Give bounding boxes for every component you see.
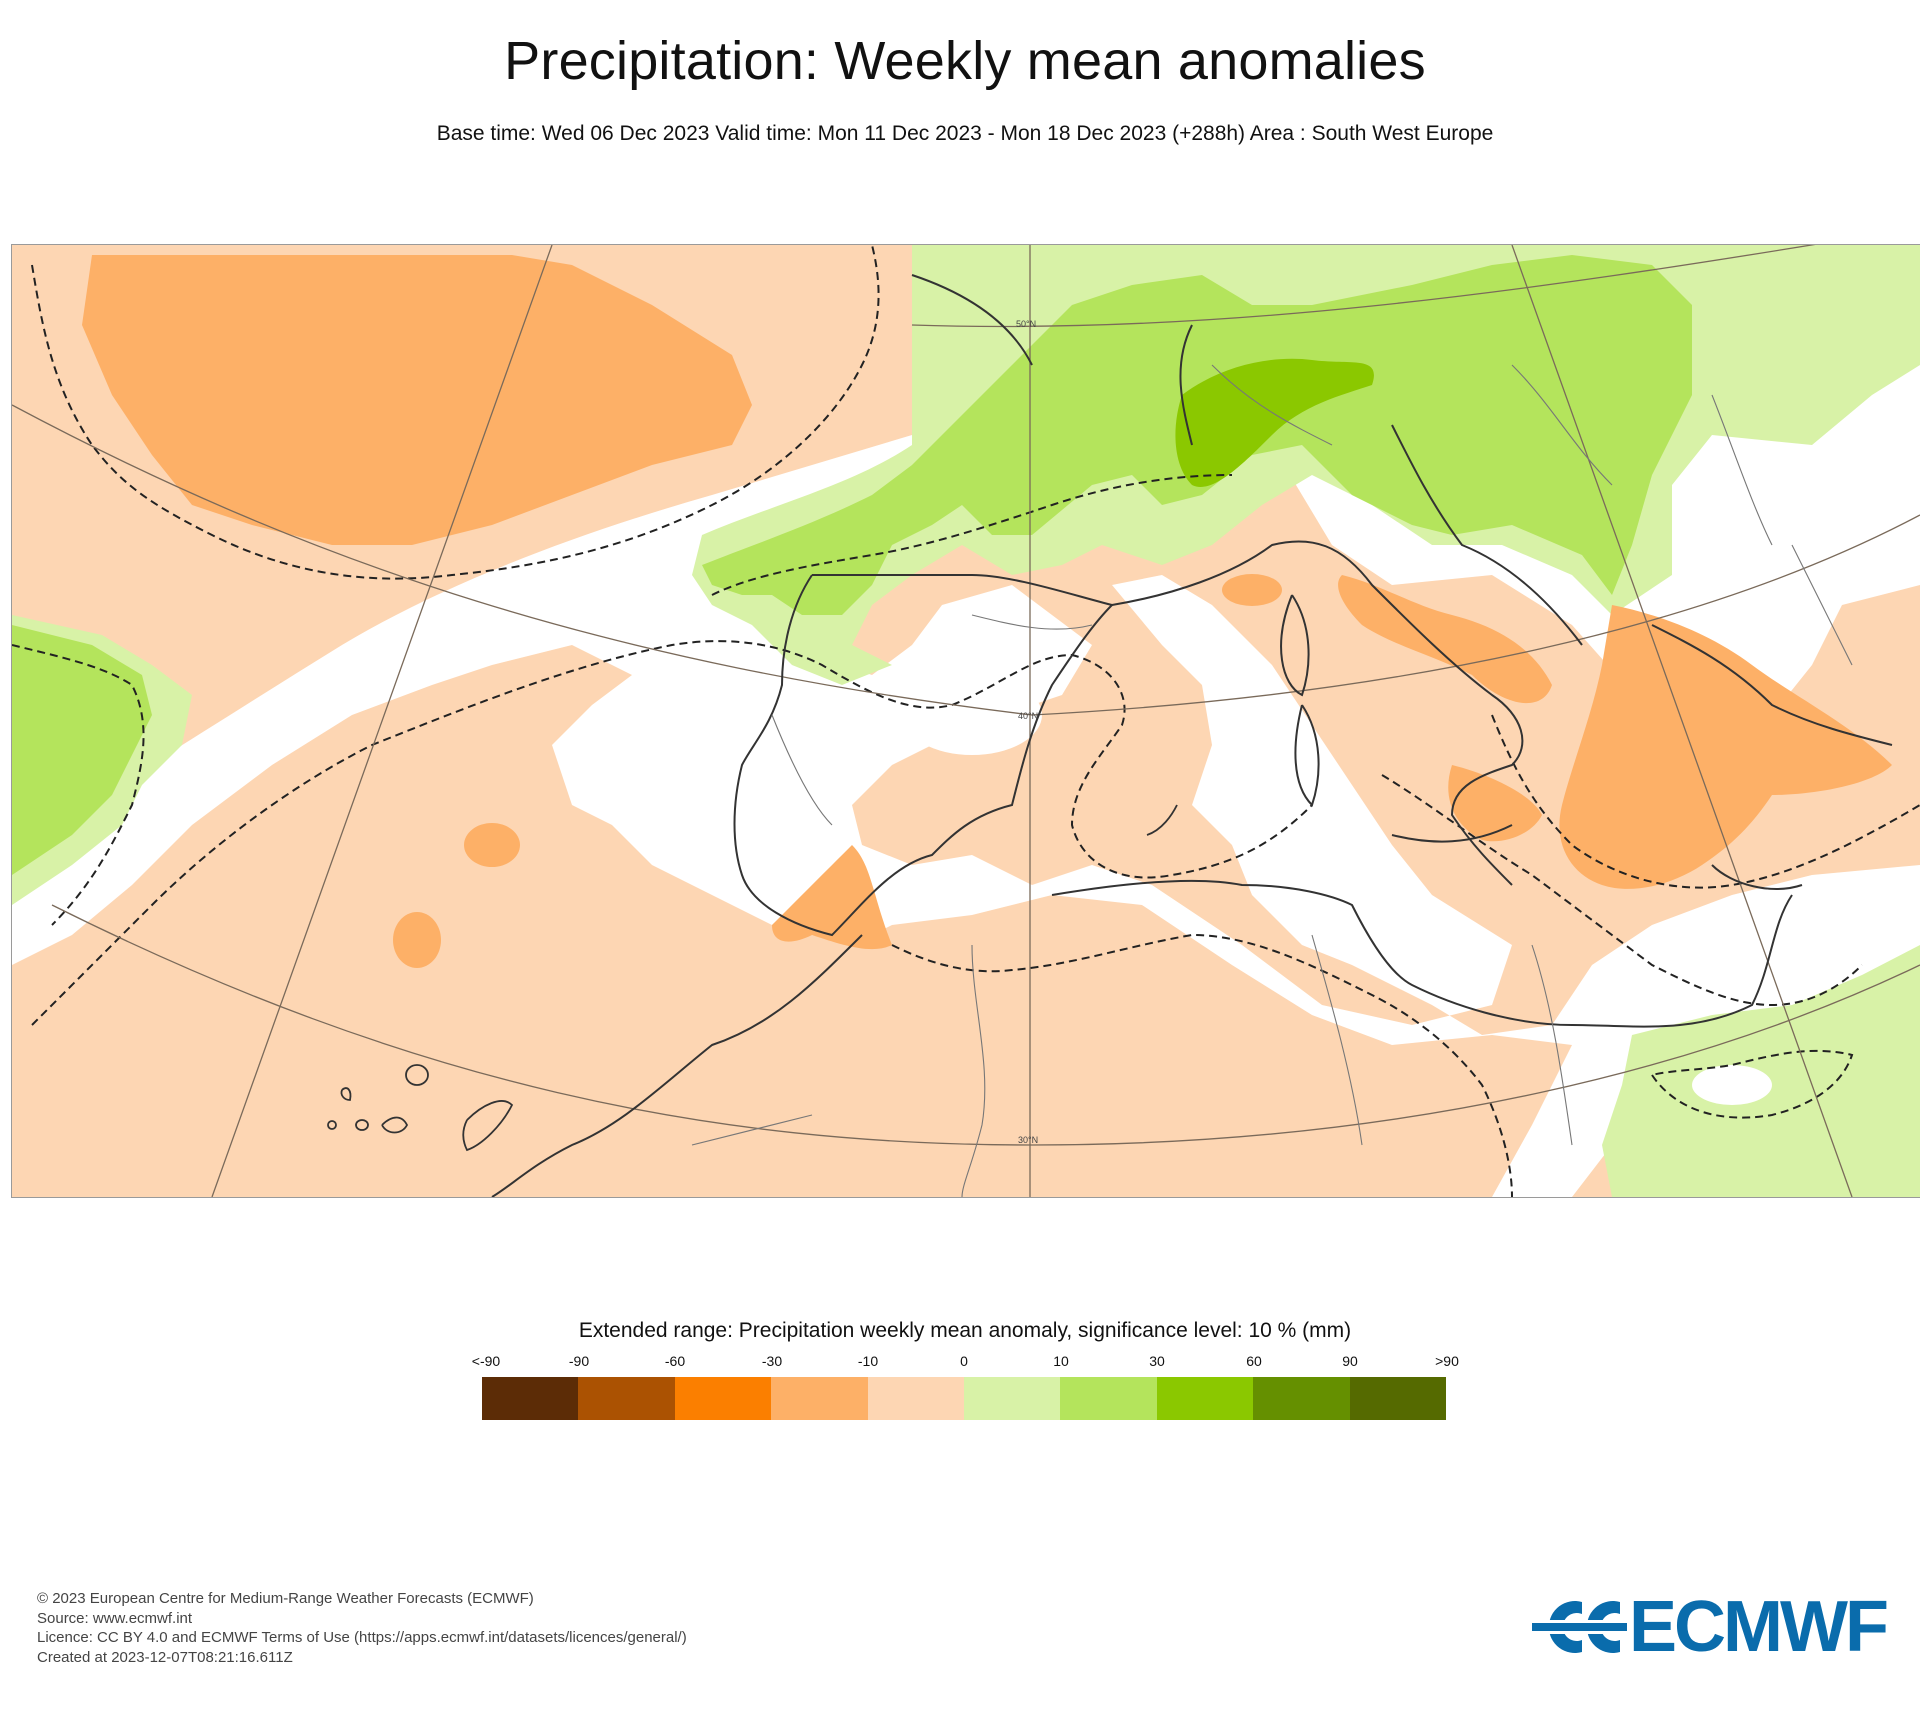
ecmwf-logo-icon	[1532, 1601, 1627, 1653]
grid-label-30n: 30°N	[1018, 1135, 1038, 1145]
legend-swatch	[771, 1377, 868, 1420]
legend-label: -60	[664, 1353, 686, 1369]
anomaly-field-medium-positive-atlantic	[12, 625, 152, 875]
legend-swatch	[674, 1377, 772, 1420]
anomaly-field-medium-negative-gibraltar	[772, 845, 892, 950]
map: 50°N 40°N 30°N	[11, 244, 1920, 1198]
legend-swatch	[578, 1377, 675, 1420]
legend-label: 30	[1149, 1353, 1165, 1369]
legend-labels: <-90 -90 -60 -30 -10 0 10 30 60 90 >90	[446, 1353, 1488, 1373]
legend-label: -10	[857, 1353, 879, 1369]
legend-label: -90	[568, 1353, 590, 1369]
grid-label-40n: 40°N	[1018, 711, 1038, 721]
anomaly-field-strong-positive-alps	[1175, 358, 1374, 487]
anomaly-field-medium-negative-tyrrhenian	[1338, 575, 1552, 704]
anomaly-field-medium-negative-ionian	[1559, 605, 1892, 889]
anomaly-field-medium-negative-madeira	[464, 823, 520, 867]
legend-swatch	[482, 1377, 579, 1420]
anomaly-field-neutral-balearic	[902, 675, 1042, 755]
anomaly-field-medium-negative-northatlantic	[82, 255, 752, 545]
page-title: Precipitation: Weekly mean anomalies	[504, 31, 1426, 91]
islands	[327, 804, 1178, 1152]
legend-swatch	[867, 1377, 965, 1420]
grid-label-50n: 50°N	[1016, 319, 1036, 329]
page-subtitle: Base time: Wed 06 Dec 2023 Valid time: M…	[436, 122, 1494, 145]
borders	[691, 364, 1853, 1197]
legend-swatch	[1060, 1377, 1157, 1420]
footer-source: Source: www.ecmwf.int	[37, 1609, 193, 1627]
legend-label: -30	[761, 1353, 783, 1369]
map-canvas: 50°N 40°N 30°N	[12, 245, 1920, 1197]
legend-label: 90	[1342, 1353, 1358, 1369]
legend-label: 60	[1246, 1353, 1262, 1369]
footer-copyright: © 2023 European Centre for Medium-Range …	[37, 1590, 534, 1607]
legend-swatch	[1349, 1377, 1447, 1420]
anomaly-field-medium-negative-canary	[393, 912, 441, 968]
legend-label: 0	[960, 1353, 968, 1369]
ecmwf-logo: ECMWF	[1532, 1587, 1894, 1667]
footer-licence: Licence: CC BY 4.0 and ECMWF Terms of Us…	[37, 1629, 687, 1646]
legend-label: <-90	[471, 1353, 501, 1369]
legend-color-bar	[482, 1377, 1447, 1420]
footer: © 2023 European Centre for Medium-Range …	[37, 1589, 687, 1667]
anomaly-field-medium-negative-libya	[1448, 765, 1542, 842]
legend-swatch	[1156, 1377, 1254, 1420]
legend-label: >90	[1435, 1353, 1459, 1369]
legend-title: Extended range: Precipitation weekly mea…	[578, 1319, 1352, 1342]
graticule	[12, 245, 1920, 1197]
legend-label: 10	[1053, 1353, 1069, 1369]
coastlines	[491, 274, 1893, 1197]
ecmwf-logo-text: ECMWF	[1629, 1587, 1889, 1667]
anomaly-field-light-positive-southeast	[1602, 945, 1920, 1197]
legend-swatch	[1253, 1377, 1350, 1420]
legend-swatch	[964, 1377, 1061, 1420]
anomaly-field-neutral-nile	[1692, 1065, 1772, 1105]
anomaly-field-medium-negative-sardinia	[1222, 574, 1282, 606]
footer-created: Created at 2023-12-07T08:21:16.611Z	[37, 1648, 293, 1666]
